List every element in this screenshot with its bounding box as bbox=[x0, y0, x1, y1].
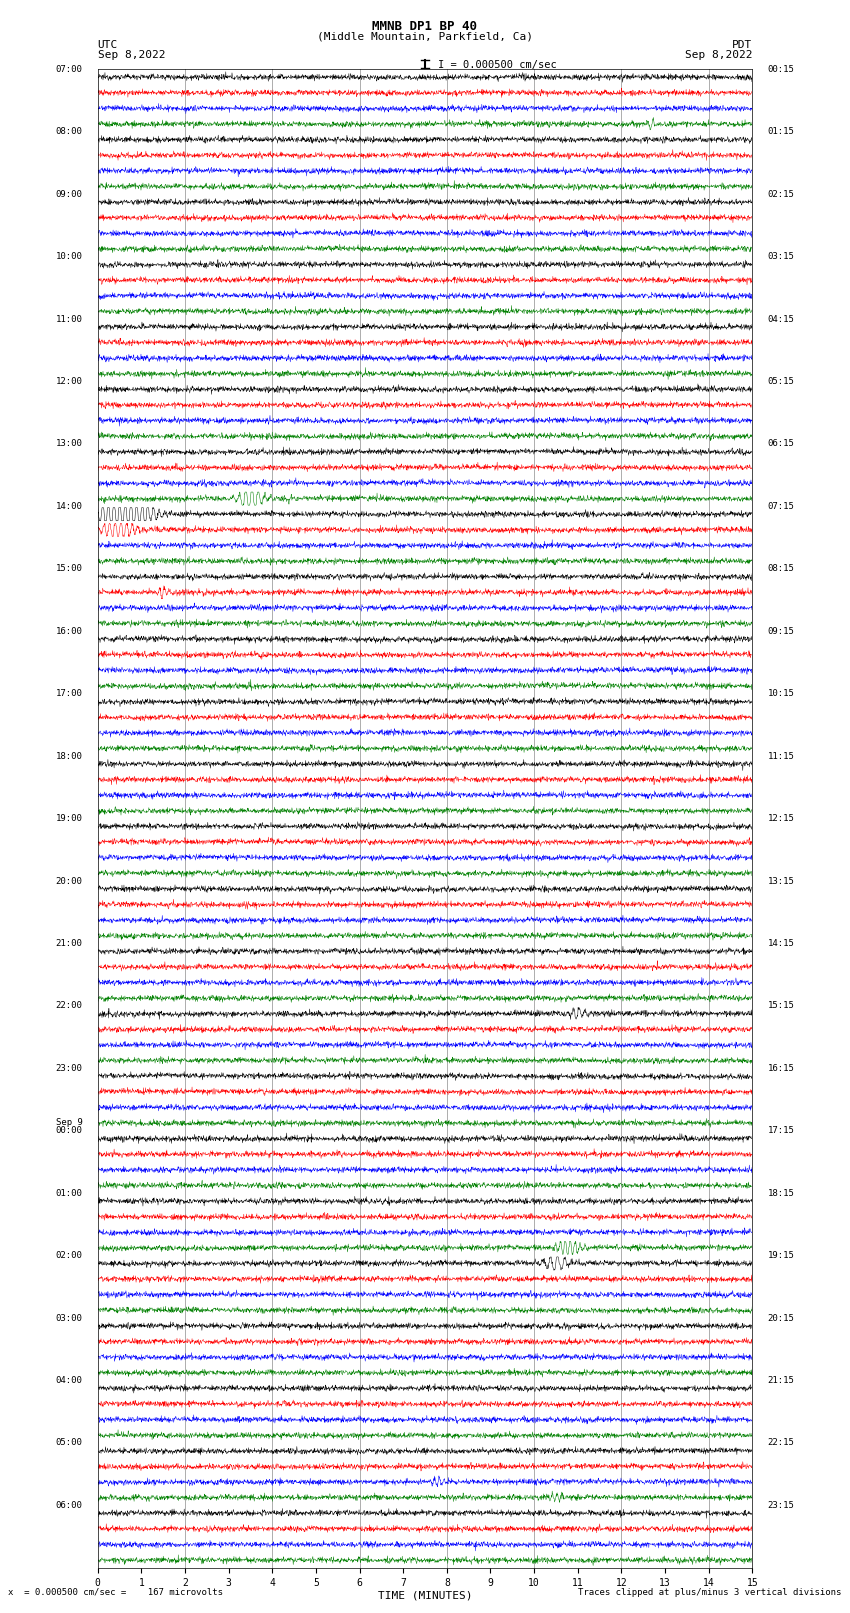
Text: Sep 8,2022: Sep 8,2022 bbox=[98, 50, 165, 60]
X-axis label: TIME (MINUTES): TIME (MINUTES) bbox=[377, 1590, 473, 1600]
Text: 21:15: 21:15 bbox=[768, 1376, 795, 1386]
Text: Traces clipped at plus/minus 3 vertical divisions: Traces clipped at plus/minus 3 vertical … bbox=[578, 1587, 842, 1597]
Text: 07:00: 07:00 bbox=[55, 65, 82, 74]
Text: 04:00: 04:00 bbox=[55, 1376, 82, 1386]
Text: UTC: UTC bbox=[98, 40, 118, 50]
Text: 06:15: 06:15 bbox=[768, 439, 795, 448]
Text: 05:15: 05:15 bbox=[768, 377, 795, 386]
Text: 10:00: 10:00 bbox=[55, 252, 82, 261]
Text: Sep 8,2022: Sep 8,2022 bbox=[685, 50, 752, 60]
Text: 02:00: 02:00 bbox=[55, 1252, 82, 1260]
Text: 02:15: 02:15 bbox=[768, 190, 795, 198]
Text: 22:00: 22:00 bbox=[55, 1002, 82, 1010]
Text: 14:15: 14:15 bbox=[768, 939, 795, 948]
Text: I = 0.000500 cm/sec: I = 0.000500 cm/sec bbox=[438, 60, 557, 69]
Text: x  = 0.000500 cm/sec =    167 microvolts: x = 0.000500 cm/sec = 167 microvolts bbox=[8, 1587, 224, 1597]
Text: 15:00: 15:00 bbox=[55, 565, 82, 573]
Text: 19:15: 19:15 bbox=[768, 1252, 795, 1260]
Text: 10:15: 10:15 bbox=[768, 689, 795, 698]
Text: 01:00: 01:00 bbox=[55, 1189, 82, 1198]
Text: 18:00: 18:00 bbox=[55, 752, 82, 761]
Text: 14:00: 14:00 bbox=[55, 502, 82, 511]
Text: 08:00: 08:00 bbox=[55, 127, 82, 135]
Text: 23:15: 23:15 bbox=[768, 1502, 795, 1510]
Text: 01:15: 01:15 bbox=[768, 127, 795, 135]
Text: 13:00: 13:00 bbox=[55, 439, 82, 448]
Text: 22:15: 22:15 bbox=[768, 1439, 795, 1447]
Text: 08:15: 08:15 bbox=[768, 565, 795, 573]
Text: 16:15: 16:15 bbox=[768, 1065, 795, 1073]
Text: 23:00: 23:00 bbox=[55, 1065, 82, 1073]
Text: 07:15: 07:15 bbox=[768, 502, 795, 511]
Text: 12:00: 12:00 bbox=[55, 377, 82, 386]
Text: 11:00: 11:00 bbox=[55, 315, 82, 324]
Text: Sep 9: Sep 9 bbox=[55, 1118, 82, 1127]
Text: 16:00: 16:00 bbox=[55, 627, 82, 636]
Text: 04:15: 04:15 bbox=[768, 315, 795, 324]
Text: 09:15: 09:15 bbox=[768, 627, 795, 636]
Text: 00:15: 00:15 bbox=[768, 65, 795, 74]
Text: 12:15: 12:15 bbox=[768, 815, 795, 823]
Text: 21:00: 21:00 bbox=[55, 939, 82, 948]
Text: 05:00: 05:00 bbox=[55, 1439, 82, 1447]
Text: 15:15: 15:15 bbox=[768, 1002, 795, 1010]
Text: 17:15: 17:15 bbox=[768, 1126, 795, 1136]
Text: 18:15: 18:15 bbox=[768, 1189, 795, 1198]
Text: 03:00: 03:00 bbox=[55, 1313, 82, 1323]
Text: MMNB DP1 BP 40: MMNB DP1 BP 40 bbox=[372, 19, 478, 34]
Text: 13:15: 13:15 bbox=[768, 876, 795, 886]
Text: 20:15: 20:15 bbox=[768, 1313, 795, 1323]
Text: 00:00: 00:00 bbox=[55, 1126, 82, 1136]
Text: 06:00: 06:00 bbox=[55, 1502, 82, 1510]
Text: (Middle Mountain, Parkfield, Ca): (Middle Mountain, Parkfield, Ca) bbox=[317, 31, 533, 42]
Text: 20:00: 20:00 bbox=[55, 876, 82, 886]
Text: 11:15: 11:15 bbox=[768, 752, 795, 761]
Text: 19:00: 19:00 bbox=[55, 815, 82, 823]
Text: PDT: PDT bbox=[732, 40, 752, 50]
Text: 17:00: 17:00 bbox=[55, 689, 82, 698]
Text: 09:00: 09:00 bbox=[55, 190, 82, 198]
Text: 03:15: 03:15 bbox=[768, 252, 795, 261]
